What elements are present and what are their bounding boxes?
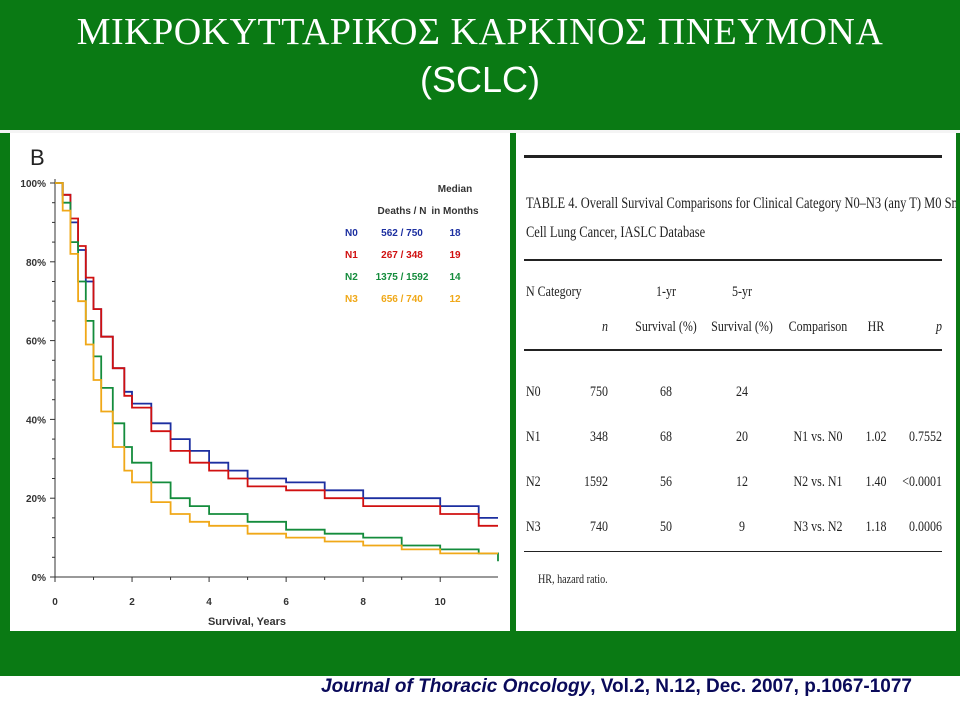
x-tick-label: 8	[360, 597, 366, 608]
table-cell: <0.0001	[902, 473, 942, 490]
legend-header-deaths: Deaths / N	[378, 206, 427, 217]
table-cell: 0.0006	[909, 518, 942, 535]
table-cell: 20	[736, 428, 748, 445]
table-cell: N1 vs. N0	[794, 428, 843, 445]
table-top-rule	[524, 155, 942, 158]
legend-median-n2: 14	[449, 272, 461, 283]
table-cell: 24	[736, 383, 748, 400]
col-header-top: N Category	[526, 283, 582, 300]
table-panel: TABLE 4. Overall Survival Comparisons fo…	[516, 133, 960, 631]
survival-chart: B 0% 20% 40% 60% 80% 100% 0 2 4 6 8 10 Median Deaths…	[20, 145, 499, 628]
footer-bar	[0, 676, 960, 720]
table-row: N1 348 68 20 N1 vs. N0 1.02 0.7552	[526, 428, 942, 445]
chart-axes: 0% 20% 40% 60% 80% 100% 0 2 4 6 8 10	[20, 179, 498, 608]
table-cell: 750	[590, 383, 608, 400]
legend-deaths-n3: 656 / 740	[381, 294, 423, 305]
col-header-bottom: Comparison	[789, 318, 848, 335]
legend-deaths-n0: 562 / 750	[381, 228, 423, 239]
table-cell: 0.7552	[909, 428, 942, 445]
table-cell: 1.18	[866, 518, 887, 535]
col-header-bottom: HR	[868, 318, 885, 335]
legend-label-n0: N0	[345, 228, 358, 239]
table-cell: N0	[526, 383, 541, 400]
table-cell: 1592	[584, 473, 608, 490]
table-cell: 9	[739, 518, 745, 535]
citation: Journal of Thoracic Oncology, Vol.2, N.1…	[321, 676, 912, 698]
slide-title: ΜΙΚΡΟΚΥΤΤΑΡΙΚΟΣ ΚΑΡΚΙΝΟΣ ΠΝΕΥΜΟΝΑ (SCLC)	[0, 6, 960, 106]
table-cell: 50	[660, 518, 672, 535]
series-line-n2	[55, 182, 499, 562]
y-tick-label: 0%	[32, 573, 47, 584]
panel-label: B	[30, 145, 45, 170]
table-caption-line-2: Cell Lung Cancer, IASLC Database	[526, 224, 705, 242]
y-tick-label: 20%	[26, 494, 46, 505]
y-tick-label: 60%	[26, 337, 46, 348]
legend-label-n3: N3	[345, 294, 358, 305]
col-header-bottom: Survival (%)	[635, 318, 697, 336]
y-tick-label: 80%	[26, 258, 46, 269]
table-row: N3 740 50 9 N3 vs. N2 1.18 0.0006	[526, 518, 942, 535]
table-row: N2 1592 56 12 N2 vs. N1 1.40 <0.0001	[526, 473, 942, 490]
y-tick-label: 100%	[20, 179, 46, 190]
y-tick-label: 40%	[26, 415, 46, 426]
table-cell: 12	[736, 473, 748, 490]
series-line-n1	[55, 182, 498, 527]
col-header-bottom: p	[935, 318, 942, 335]
table-cell: 1.02	[866, 428, 887, 445]
legend-median-n0: 18	[449, 228, 461, 239]
table-bottom-rule	[524, 551, 942, 552]
title-divider	[0, 130, 960, 133]
survival-chart-panel: B 0% 20% 40% 60% 80% 100% 0 2 4 6 8 10 Median Deaths…	[10, 133, 510, 631]
table-cell: N3 vs. N2	[794, 518, 843, 535]
legend-header-months: in Months	[431, 206, 479, 217]
legend-label-n1: N1	[345, 250, 358, 261]
legend-header-median: Median	[438, 184, 472, 195]
col-header-top: 5-yr	[732, 283, 752, 300]
survival-table: TABLE 4. Overall Survival Comparisons fo…	[524, 155, 960, 586]
x-axis-label: Survival, Years	[208, 616, 286, 628]
table-cell: 740	[590, 518, 608, 535]
legend-deaths-n2: 1375 / 1592	[376, 272, 429, 283]
col-header-bottom: n	[602, 318, 608, 335]
table-footnote: HR, hazard ratio.	[538, 572, 608, 586]
citation-journal: Journal of Thoracic Oncology	[321, 676, 591, 697]
table-cell: N2	[526, 473, 541, 490]
table-cell: N3	[526, 518, 541, 535]
x-tick-label: 6	[283, 597, 289, 608]
table-body: N0 750 68 24 N1 348 68 20 N1 vs. N0 1.02 0.7552 N2 1…	[526, 383, 942, 535]
citation-details: , Vol.2, N.12, Dec. 2007, p.1067-1077	[590, 676, 912, 697]
x-tick-label: 4	[206, 597, 212, 608]
series-line-n0	[55, 182, 498, 519]
table-header: N Category n 1-yr Survival (%) 5-yr Survival …	[526, 283, 942, 336]
table-header-rule	[524, 259, 942, 261]
title-line-2: (SCLC)	[419, 59, 540, 100]
col-header-bottom: Survival (%)	[711, 318, 773, 336]
table-body-rule	[524, 349, 942, 351]
table-row: N0 750 68 24	[526, 383, 748, 400]
x-tick-label: 2	[129, 597, 135, 608]
table-cell: 68	[660, 428, 672, 445]
x-tick-label: 0	[52, 597, 58, 608]
legend-label-n2: N2	[345, 272, 358, 283]
legend-deaths-n1: 267 / 348	[381, 250, 423, 261]
table-cell: 68	[660, 383, 672, 400]
table-cell: 348	[590, 428, 608, 445]
table-cell: N2 vs. N1	[794, 473, 843, 490]
legend-median-n3: 12	[449, 294, 461, 305]
table-cell: 1.40	[866, 473, 887, 490]
title-line-1: ΜΙΚΡΟΚΥΤΤΑΡΙΚΟΣ ΚΑΡΚΙΝΟΣ ΠΝΕΥΜΟΝΑ	[76, 11, 884, 53]
chart-series-lines	[55, 182, 499, 562]
table-cell: N1	[526, 428, 541, 445]
x-tick-label: 10	[435, 597, 447, 608]
series-line-n3	[55, 182, 498, 555]
table-caption-line-1: TABLE 4. Overall Survival Comparisons fo…	[526, 195, 956, 213]
legend-median-n1: 19	[449, 250, 461, 261]
chart-legend: Median Deaths / N in Months N0 562 / 750 18 N1…	[345, 184, 479, 305]
col-header-top: 1-yr	[656, 283, 676, 300]
table-cell: 56	[660, 473, 672, 490]
